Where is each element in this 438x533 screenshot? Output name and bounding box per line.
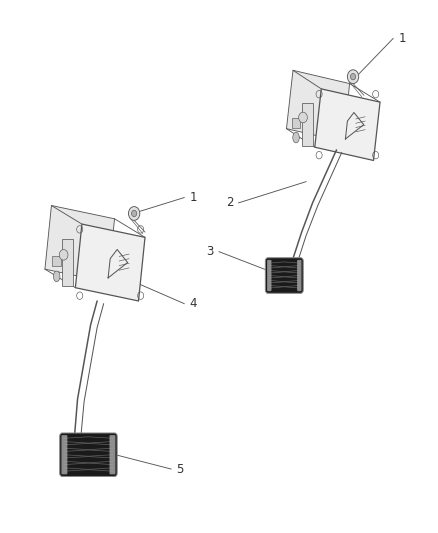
Polygon shape <box>75 224 145 301</box>
FancyBboxPatch shape <box>61 435 67 474</box>
FancyBboxPatch shape <box>297 260 301 291</box>
Text: 2: 2 <box>226 196 233 209</box>
Circle shape <box>299 112 307 123</box>
Polygon shape <box>315 89 380 160</box>
Polygon shape <box>286 70 350 142</box>
Bar <box>292 118 300 128</box>
FancyBboxPatch shape <box>265 258 303 293</box>
Text: 5: 5 <box>177 463 184 475</box>
Text: 4: 4 <box>189 297 197 310</box>
Circle shape <box>350 74 356 80</box>
Ellipse shape <box>293 132 299 143</box>
Text: 3: 3 <box>206 245 214 258</box>
Circle shape <box>347 70 359 84</box>
Ellipse shape <box>53 271 60 281</box>
Text: 1: 1 <box>189 191 197 204</box>
FancyBboxPatch shape <box>267 260 272 291</box>
Text: 1: 1 <box>398 32 406 45</box>
Circle shape <box>59 249 68 260</box>
FancyBboxPatch shape <box>60 433 117 477</box>
Circle shape <box>128 207 140 220</box>
FancyBboxPatch shape <box>110 435 116 474</box>
Bar <box>52 256 61 266</box>
Circle shape <box>131 211 137 216</box>
Polygon shape <box>302 103 313 146</box>
Polygon shape <box>45 206 115 282</box>
Polygon shape <box>62 239 73 286</box>
